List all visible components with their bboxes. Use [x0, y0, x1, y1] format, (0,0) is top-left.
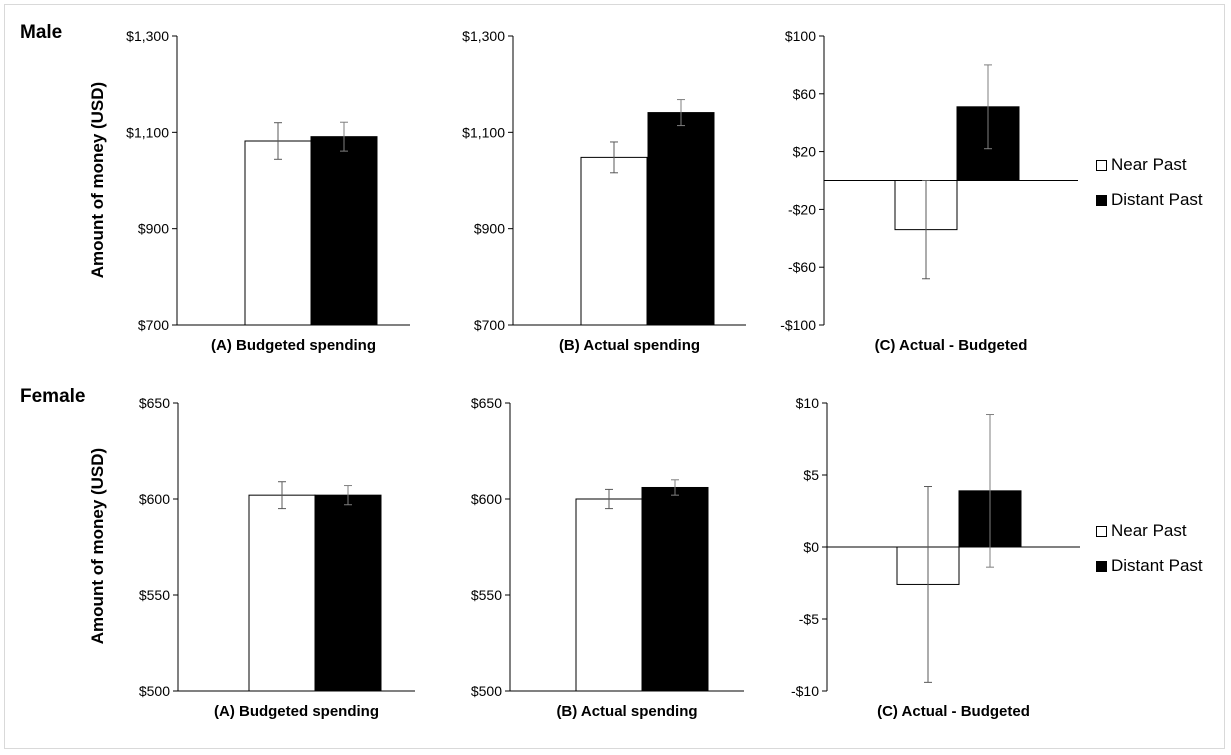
- male-c-y-tick-label: $20: [793, 144, 817, 160]
- female-c-y-tick-label: -$10: [791, 683, 819, 699]
- legend-male: Near Past Distant Past: [1096, 153, 1203, 223]
- male-b-x-axis-label: (B) Actual spending: [559, 337, 700, 354]
- female-b-y-tick-label: $650: [471, 395, 502, 411]
- female-c-y-tick-label: $0: [803, 539, 819, 555]
- male-c-y-tick-label: $100: [785, 28, 816, 44]
- female-a-y-tick-label: $550: [139, 587, 170, 603]
- female-a-y-tick-label: $500: [139, 683, 170, 699]
- female-b-bar-near-past: [575, 498, 643, 692]
- row-label-female: Female: [20, 386, 86, 407]
- female-a-bar-distant-past: [314, 494, 382, 692]
- legend-item-near-past: Near Past: [1096, 519, 1203, 543]
- male-b-bar-distant-past: [647, 112, 715, 326]
- male-a-bar-near-past: [244, 140, 312, 326]
- legend-swatch-distant-past: [1096, 194, 1107, 206]
- legend-label-distant-past: Distant Past: [1111, 556, 1203, 575]
- male-a-y-tick-label: $900: [138, 221, 169, 237]
- male-c-y-tick-label: $60: [793, 86, 817, 102]
- female-a-y-tick-label: $600: [139, 491, 170, 507]
- legend-label-near-past: Near Past: [1111, 155, 1187, 174]
- male-a-y-tick-label: $1,300: [126, 28, 169, 44]
- legend-label-distant-past: Distant Past: [1111, 190, 1203, 209]
- male-c-x-axis-label: (C) Actual - Budgeted: [875, 337, 1028, 354]
- legend-item-near-past: Near Past: [1096, 153, 1203, 177]
- female-b-x-axis-label: (B) Actual spending: [556, 703, 697, 720]
- male-a-y-tick-label: $1,100: [126, 124, 169, 140]
- female-a-y-tick-label: $650: [139, 395, 170, 411]
- female-c-y-tick-label: -$5: [799, 611, 819, 627]
- male-b-y-tick-label: $900: [474, 221, 505, 237]
- female-b-bar-distant-past: [641, 486, 709, 692]
- male-c-y-tick-label: -$100: [780, 317, 816, 333]
- male-c-y-tick-label: -$20: [788, 201, 816, 217]
- female-b-y-tick-label: $550: [471, 587, 502, 603]
- legend-item-distant-past: Distant Past: [1096, 188, 1203, 212]
- legend-female: Near Past Distant Past: [1096, 519, 1203, 589]
- male-b-y-tick-label: $1,100: [462, 124, 505, 140]
- female-b-y-tick-label: $500: [471, 683, 502, 699]
- legend-swatch-near-past: [1096, 159, 1107, 171]
- male-a-bar-distant-past: [310, 136, 378, 326]
- legend-item-distant-past: Distant Past: [1096, 554, 1203, 578]
- male-c-y-tick-label: -$60: [788, 259, 816, 275]
- legend-label-near-past: Near Past: [1111, 521, 1187, 540]
- male-a-y-tick-label: $700: [138, 317, 169, 333]
- female-a-bar-near-past: [248, 494, 316, 692]
- figure-frame: [4, 4, 1225, 749]
- male-b-bar-near-past: [580, 156, 648, 326]
- male-b-y-tick-label: $1,300: [462, 28, 505, 44]
- row-label-male: Male: [20, 22, 63, 43]
- male-a-x-axis-label: (A) Budgeted spending: [211, 337, 376, 354]
- legend-swatch-distant-past: [1096, 560, 1107, 572]
- legend-swatch-near-past: [1096, 525, 1107, 537]
- female-c-x-axis-label: (C) Actual - Budgeted: [877, 703, 1030, 720]
- female-a-x-axis-label: (A) Budgeted spending: [214, 703, 379, 720]
- female-c-y-tick-label: $10: [796, 395, 820, 411]
- female-c-y-tick-label: $5: [803, 467, 819, 483]
- male-b-y-tick-label: $700: [474, 317, 505, 333]
- female-b-y-tick-label: $600: [471, 491, 502, 507]
